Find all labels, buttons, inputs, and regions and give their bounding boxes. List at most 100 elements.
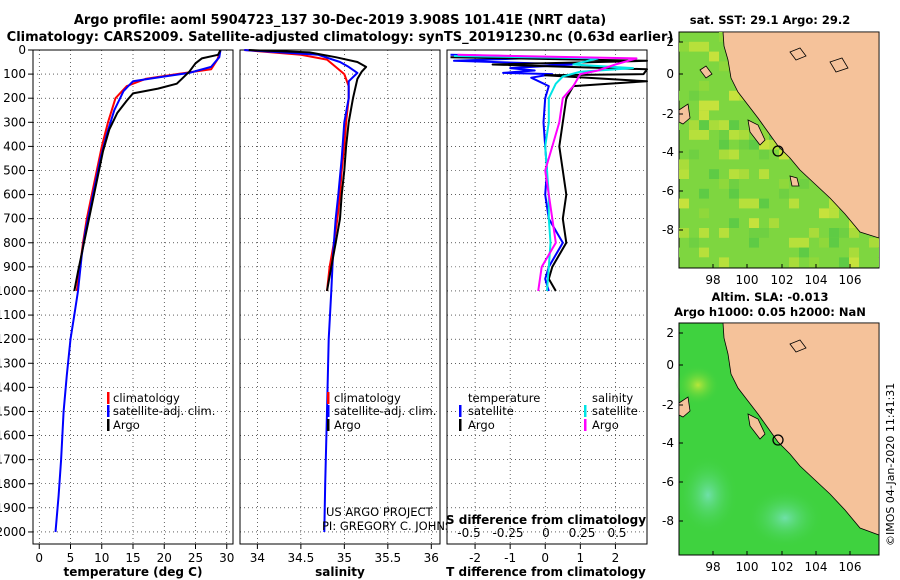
s-difference-axis-label: S difference from climatology [446, 513, 646, 527]
s-diff-tick-label: 0 [542, 526, 550, 540]
map-lon-label: 102 [771, 560, 794, 574]
argo-float-marker [772, 145, 784, 157]
map-lon-label: 106 [839, 273, 862, 287]
sst-pixel [679, 90, 689, 101]
sst-pixel [689, 159, 699, 170]
x-tick-label: 36 [424, 551, 439, 565]
series-line-satellite-adj-clim- [244, 49, 359, 533]
sst-pixel [809, 237, 819, 248]
sst-pixel [729, 179, 739, 189]
sst-pixel [799, 247, 809, 258]
sst-pixel [699, 228, 709, 238]
sst-pixel [719, 139, 729, 150]
sst-pixel [869, 237, 879, 248]
sst-pixel [749, 139, 759, 150]
sst-pixel [749, 228, 759, 238]
sst-pixel [699, 257, 709, 268]
argo-float-marker [772, 434, 784, 446]
sst-pixel [719, 257, 729, 268]
map-lat-label: -6 [662, 184, 674, 198]
x-tick-label: 5 [67, 551, 75, 565]
sst-pixel [829, 198, 839, 209]
sst-pixel [729, 257, 739, 268]
sst-pixel [689, 120, 699, 130]
series-line-argo [73, 49, 222, 292]
temperature-series-lines [54, 49, 222, 533]
salinity-legend: climatology satellite-adj. clim. Argo [327, 391, 436, 432]
depth-tick-label: 0 [18, 43, 26, 57]
legend-label-climatology: climatology [113, 391, 180, 405]
map-lon-label: 100 [736, 560, 759, 574]
legend-swatch-t-satellite [459, 405, 462, 417]
s-diff-tick-label: 0.5 [607, 526, 626, 540]
sst-pixel [719, 130, 729, 140]
sst-pixel [749, 218, 759, 228]
figure-title-line2: Climatology: CARS2009. Satellite-adjuste… [7, 30, 674, 45]
sst-map-title: sat. SST: 29.1 Argo: 29.2 [690, 13, 850, 27]
depth-tick-label: 1500 [0, 404, 26, 418]
island-shape [747, 119, 766, 146]
sst-pixel [709, 120, 719, 130]
sst-map-ticks: 98 100 102 104 106 2 0 -2 -4 -6 -8 [662, 35, 861, 287]
map-lat-label: 0 [666, 67, 674, 81]
salinity-panel: 34 34.5 35 35.5 36 salinity climatology sate… [239, 49, 470, 579]
depth-tick-label: 1800 [0, 477, 26, 491]
sst-pixel [719, 179, 729, 189]
map-lat-label: 2 [666, 326, 674, 340]
sst-pixel [779, 228, 789, 238]
sst-pixel [709, 51, 719, 62]
sst-pixel [819, 208, 829, 219]
sst-pixel [679, 247, 689, 258]
island-shape [789, 175, 800, 187]
x-tick-label: 34 [250, 551, 265, 565]
map-lat-label: -4 [662, 145, 674, 159]
map-lon-label: 98 [705, 560, 720, 574]
sst-pixel [679, 198, 689, 209]
temperature-axis-label: temperature (deg C) [64, 565, 203, 579]
sla-map-title-line2: Argo h1000: 0.05 h2000: NaN [674, 305, 866, 319]
depth-tick-label: 2000 [0, 525, 26, 539]
depth-tick-label: 300 [3, 115, 26, 129]
map-lon-label: 106 [839, 560, 862, 574]
legend-swatch-satellite [327, 405, 330, 417]
legend-swatch-s-argo [584, 419, 587, 431]
map-lat-label: -2 [662, 107, 674, 121]
t-difference-axis-label: T difference from climatology [446, 565, 646, 579]
map-lat-label: 0 [666, 358, 674, 372]
x-tick-label: 2 [612, 551, 620, 565]
sst-pixel [709, 100, 719, 111]
sst-pixel [689, 149, 699, 160]
credit-project: US ARGO PROJECT [326, 505, 434, 519]
sst-pixel [719, 149, 729, 160]
credit-pi: PI: GREGORY C. JOHNSON [322, 519, 470, 533]
sst-pixel [729, 169, 739, 179]
sst-map: sat. SST: 29.1 Argo: 29.2 98 100 102 104 106… [662, 13, 880, 287]
sst-pixel [679, 41, 689, 52]
sst-pixel [759, 130, 769, 140]
sst-pixel [729, 218, 739, 228]
legend-swatch-t-argo [459, 419, 462, 431]
legend-label-s-satellite: satellite [592, 404, 638, 418]
sst-pixel [839, 228, 849, 238]
sst-pixel [699, 130, 709, 140]
x-tick-label: 35.5 [374, 551, 401, 565]
sst-pixel [699, 247, 709, 258]
sst-pixel [709, 90, 719, 101]
x-tick-label: -1 [504, 551, 516, 565]
sst-pixel [689, 237, 699, 248]
sst-pixel [679, 120, 689, 130]
depth-tick-label: 1100 [0, 308, 26, 322]
island-shape [678, 396, 691, 418]
depth-tick-label: 1900 [0, 501, 26, 515]
difference-legend: temperature salinity satellite Argo sate… [459, 391, 638, 432]
sla-anomaly-high [747, 488, 823, 548]
temperature-legend: climatology satellite-adj. clim. Argo [107, 391, 215, 432]
sst-pixel [689, 228, 699, 238]
sst-pixel [699, 120, 709, 130]
map-lon-label: 100 [736, 273, 759, 287]
x-tick-label: 34.5 [288, 551, 315, 565]
depth-tick-label: 1300 [0, 356, 26, 370]
difference-plot-frame [446, 49, 648, 545]
x-tick-label: 30 [219, 551, 234, 565]
